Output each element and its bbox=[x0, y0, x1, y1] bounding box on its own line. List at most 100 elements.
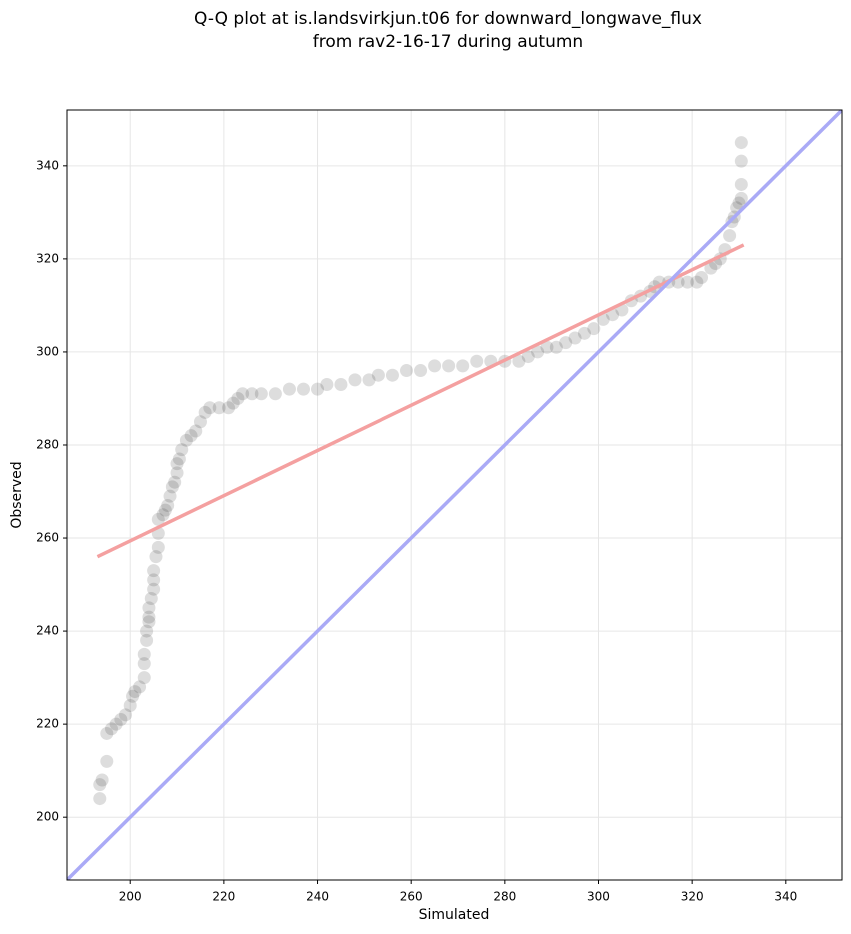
point bbox=[400, 364, 414, 378]
point bbox=[184, 429, 198, 443]
point bbox=[734, 177, 748, 191]
point bbox=[577, 326, 591, 340]
point bbox=[142, 610, 156, 624]
point bbox=[704, 261, 718, 275]
point bbox=[732, 196, 746, 210]
point bbox=[144, 592, 158, 606]
point bbox=[549, 340, 563, 354]
point bbox=[385, 368, 399, 382]
x-tick-label: 200 bbox=[119, 890, 142, 904]
point bbox=[149, 550, 163, 564]
y-tick-label: 220 bbox=[36, 717, 59, 731]
point bbox=[126, 689, 140, 703]
point bbox=[179, 433, 193, 447]
point bbox=[189, 424, 203, 438]
point bbox=[282, 382, 296, 396]
point bbox=[128, 685, 142, 699]
point bbox=[165, 480, 179, 494]
point bbox=[161, 498, 175, 512]
point bbox=[456, 359, 470, 373]
point bbox=[348, 373, 362, 387]
point bbox=[140, 633, 154, 647]
x-tick-label: 340 bbox=[774, 890, 797, 904]
point bbox=[540, 340, 554, 354]
point bbox=[137, 671, 151, 685]
point bbox=[203, 401, 217, 415]
point bbox=[93, 792, 107, 806]
point bbox=[119, 708, 133, 722]
point bbox=[428, 359, 442, 373]
point bbox=[198, 405, 212, 419]
point bbox=[245, 387, 259, 401]
point bbox=[147, 582, 161, 596]
point bbox=[690, 275, 704, 289]
point bbox=[104, 722, 118, 736]
y-tick-label: 300 bbox=[36, 344, 59, 358]
point bbox=[254, 387, 268, 401]
point bbox=[311, 382, 325, 396]
point bbox=[512, 354, 526, 368]
point bbox=[559, 336, 573, 350]
y-tick-label: 320 bbox=[36, 251, 59, 265]
point bbox=[226, 396, 240, 410]
point bbox=[723, 229, 737, 243]
point bbox=[109, 717, 123, 731]
point bbox=[470, 354, 484, 368]
point bbox=[170, 466, 184, 480]
point bbox=[734, 191, 748, 205]
plot-frame bbox=[66, 109, 843, 881]
x-tick-label: 240 bbox=[306, 890, 329, 904]
point bbox=[147, 573, 161, 587]
plot-area bbox=[67, 110, 842, 880]
point bbox=[158, 503, 172, 517]
point bbox=[156, 508, 170, 522]
line bbox=[96, 243, 745, 559]
chart-subtitle: from rav2-16-17 during autumn bbox=[313, 32, 583, 52]
y-axis-label: Observed bbox=[9, 461, 25, 528]
point bbox=[296, 382, 310, 396]
y-tick-label: 280 bbox=[36, 437, 59, 451]
point bbox=[680, 275, 694, 289]
point bbox=[151, 540, 165, 554]
point bbox=[172, 452, 186, 466]
point bbox=[414, 364, 428, 378]
x-axis-label: Simulated bbox=[419, 907, 490, 923]
point bbox=[140, 624, 154, 638]
point bbox=[568, 331, 582, 345]
point bbox=[163, 489, 177, 503]
x-tick-label: 280 bbox=[493, 890, 516, 904]
x-tick-label: 260 bbox=[400, 890, 423, 904]
point bbox=[137, 657, 151, 671]
y-tick-label: 240 bbox=[36, 624, 59, 638]
point bbox=[170, 457, 184, 471]
point bbox=[222, 401, 236, 415]
point bbox=[320, 378, 334, 392]
point bbox=[93, 778, 107, 792]
point bbox=[100, 754, 114, 768]
point bbox=[100, 726, 114, 740]
point bbox=[151, 512, 165, 526]
point bbox=[193, 415, 207, 429]
y-tick-label: 200 bbox=[36, 810, 59, 824]
point bbox=[95, 773, 109, 787]
x-tick-label: 320 bbox=[681, 890, 704, 904]
point bbox=[442, 359, 456, 373]
point bbox=[142, 615, 156, 629]
point bbox=[531, 345, 545, 359]
point bbox=[231, 391, 245, 405]
point bbox=[114, 712, 128, 726]
point bbox=[236, 387, 250, 401]
point bbox=[268, 387, 282, 401]
point bbox=[212, 401, 226, 415]
chart-title: Q-Q plot at is.landsvirkjun.t06 for down… bbox=[194, 9, 702, 29]
x-tick-label: 300 bbox=[587, 890, 610, 904]
point bbox=[133, 680, 147, 694]
line bbox=[67, 110, 842, 880]
point bbox=[587, 322, 601, 336]
point bbox=[734, 154, 748, 168]
point bbox=[371, 368, 385, 382]
x-tick-label: 220 bbox=[212, 890, 235, 904]
point bbox=[142, 601, 156, 615]
